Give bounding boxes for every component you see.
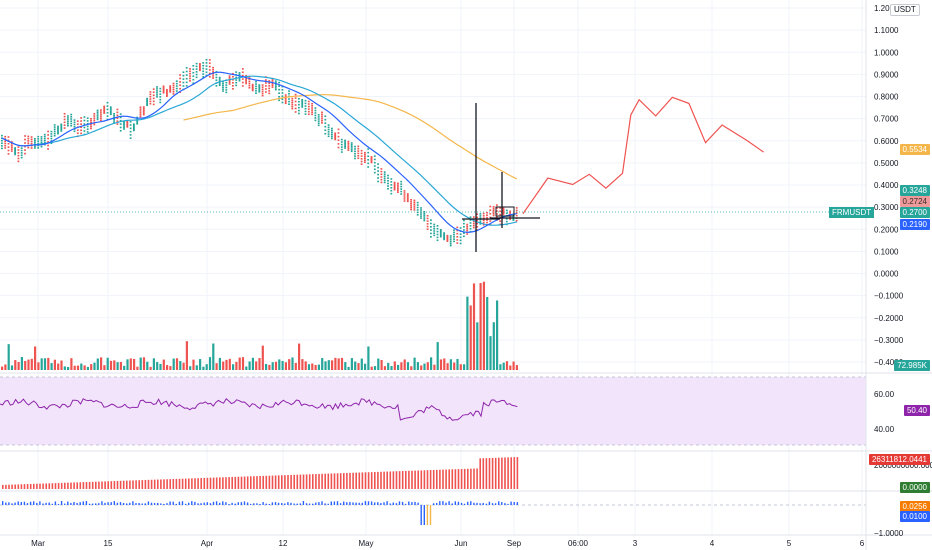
rsi-last-label: 50.40 <box>903 405 930 416</box>
price-tick-label: 0.0000 <box>874 270 899 279</box>
grid-layer <box>0 0 866 535</box>
ma-mid-last-label: 0.3248 <box>899 185 930 196</box>
price-tick-label: 0.2000 <box>874 225 899 234</box>
rsi-tick-label: 40.00 <box>874 425 895 434</box>
obv-zero-label: 0.0000 <box>899 482 930 493</box>
price-tick-label: −0.3000 <box>874 336 904 345</box>
price-tick-label: 0.6000 <box>874 137 899 146</box>
price-tick-label: 0.8000 <box>874 93 899 102</box>
symbol-price-tag: FRMUSDT <box>829 207 875 218</box>
rsi-band <box>0 377 866 445</box>
price-tick-label: 1.1000 <box>874 26 899 35</box>
price-tick-label: 0.9000 <box>874 70 899 79</box>
time-tick-label: Sep <box>507 539 522 548</box>
price-tick-label: 1.0000 <box>874 48 899 57</box>
price-tick-label: 0.1000 <box>874 247 899 256</box>
price-tick-label: 0.4000 <box>874 181 899 190</box>
currency-label[interactable]: USDT <box>890 4 920 16</box>
price-tick-label: −0.1000 <box>874 292 904 301</box>
ma-fast-line <box>1 71 517 233</box>
rsi-line <box>0 398 518 421</box>
rsi-tick-label: 60.00 <box>874 390 895 399</box>
forecast-path <box>522 96 764 215</box>
crosshair-drawing[interactable] <box>462 103 540 252</box>
volume-last-label: 72.985K <box>894 360 930 371</box>
time-tick-label: 12 <box>279 539 288 548</box>
candles <box>1 58 518 247</box>
ma-slow-last-label: 0.5534 <box>899 144 930 155</box>
time-tick-label: Apr <box>201 539 214 548</box>
price-tick-label: 0.7000 <box>874 115 899 124</box>
time-tick-label: 06:00 <box>568 539 589 548</box>
last-price-label: 0.2700 <box>899 207 930 218</box>
obv-last-label: 26311812.0441 <box>868 454 930 465</box>
price-axis-ticks: 1.2000 1.1000 1.0000 0.9000 0.8000 0.7000 0.60… <box>874 4 932 538</box>
osc-tick-label: −1.0000 <box>874 529 904 538</box>
price-tick-label: 1.2000 <box>874 4 899 13</box>
price-tick-label: 0.3000 <box>874 203 899 212</box>
ma-mid-line <box>1 75 517 226</box>
osc-label-b: 0.0100 <box>899 511 930 522</box>
price-tick-label: −0.2000 <box>874 314 904 323</box>
obv-tick-label: 2000000000.0000 <box>874 461 932 470</box>
price-tick-label: −0.4000 <box>874 358 904 367</box>
time-tick-label: 3 <box>633 539 638 548</box>
volume-bars <box>1 281 518 370</box>
ma-fast-last-label: 0.2190 <box>899 219 930 230</box>
time-tick-label: 6 <box>860 539 865 548</box>
time-tick-label: 15 <box>104 539 113 548</box>
time-tick-label: 5 <box>787 539 792 548</box>
time-tick-label: Jun <box>455 539 468 548</box>
price-tick-label: 0.5000 <box>874 159 899 168</box>
time-tick-label: Mar <box>31 539 45 548</box>
osc-label-a: 0.0256 <box>899 501 930 512</box>
time-tick-label: May <box>358 539 373 548</box>
ma-slow-line <box>183 94 518 180</box>
obv-bars <box>2 457 519 489</box>
ask-label: 0.2724 <box>899 196 930 207</box>
time-axis: Mar 15 Apr 12 May Jun Sep 06:00 3 4 5 6 <box>31 539 865 548</box>
osc-histogram <box>2 501 518 525</box>
time-tick-label: 4 <box>710 539 715 548</box>
